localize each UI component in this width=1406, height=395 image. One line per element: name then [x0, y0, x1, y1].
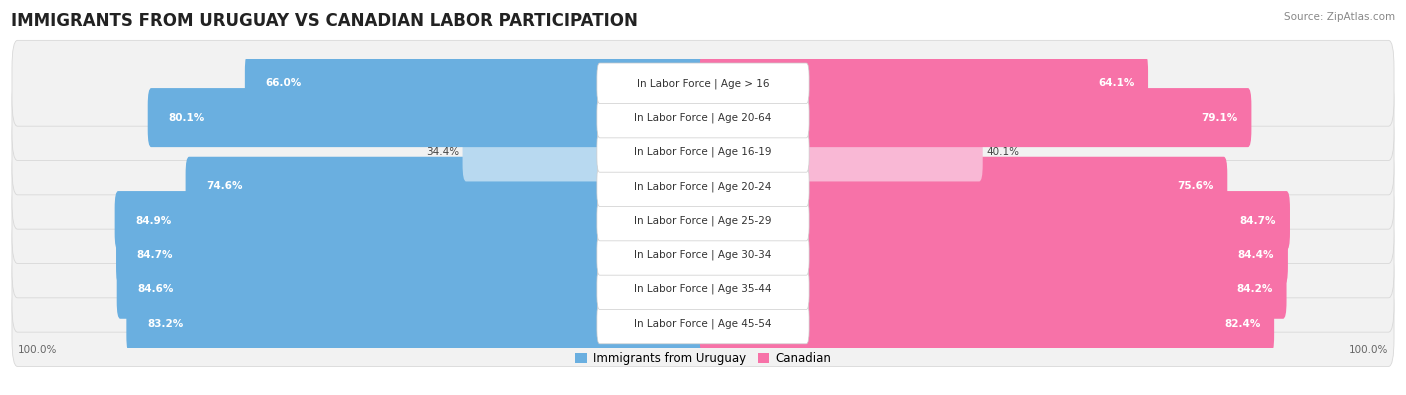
FancyBboxPatch shape [13, 40, 1393, 126]
Text: 80.1%: 80.1% [169, 113, 205, 122]
Text: In Labor Force | Age > 16: In Labor Force | Age > 16 [637, 78, 769, 88]
Text: Source: ZipAtlas.com: Source: ZipAtlas.com [1284, 12, 1395, 22]
Text: 64.1%: 64.1% [1098, 78, 1135, 88]
Text: In Labor Force | Age 30-34: In Labor Force | Age 30-34 [634, 250, 772, 260]
Text: 75.6%: 75.6% [1177, 181, 1213, 191]
Text: In Labor Force | Age 20-64: In Labor Force | Age 20-64 [634, 112, 772, 123]
FancyBboxPatch shape [700, 226, 1288, 284]
Text: In Labor Force | Age 20-24: In Labor Force | Age 20-24 [634, 181, 772, 192]
FancyBboxPatch shape [13, 281, 1393, 367]
FancyBboxPatch shape [115, 191, 706, 250]
Text: IMMIGRANTS FROM URUGUAY VS CANADIAN LABOR PARTICIPATION: IMMIGRANTS FROM URUGUAY VS CANADIAN LABO… [11, 12, 638, 30]
FancyBboxPatch shape [598, 235, 808, 275]
Text: 40.1%: 40.1% [986, 147, 1019, 157]
Text: 82.4%: 82.4% [1225, 319, 1260, 329]
FancyBboxPatch shape [598, 63, 808, 103]
FancyBboxPatch shape [245, 54, 706, 113]
Text: 79.1%: 79.1% [1201, 113, 1237, 122]
Text: 84.9%: 84.9% [135, 216, 172, 226]
Legend: Immigrants from Uruguay, Canadian: Immigrants from Uruguay, Canadian [575, 352, 831, 365]
FancyBboxPatch shape [13, 109, 1393, 195]
Text: 100.0%: 100.0% [17, 345, 56, 355]
Text: 74.6%: 74.6% [207, 181, 243, 191]
FancyBboxPatch shape [598, 269, 808, 310]
Text: In Labor Force | Age 35-44: In Labor Force | Age 35-44 [634, 284, 772, 295]
FancyBboxPatch shape [700, 88, 1251, 147]
FancyBboxPatch shape [117, 226, 706, 284]
Text: In Labor Force | Age 25-29: In Labor Force | Age 25-29 [634, 215, 772, 226]
FancyBboxPatch shape [700, 294, 1274, 353]
Text: 84.6%: 84.6% [138, 284, 174, 294]
Text: 83.2%: 83.2% [148, 319, 183, 329]
FancyBboxPatch shape [598, 166, 808, 207]
Text: 84.2%: 84.2% [1236, 284, 1272, 294]
FancyBboxPatch shape [598, 132, 808, 172]
Text: 84.7%: 84.7% [136, 250, 173, 260]
FancyBboxPatch shape [700, 54, 1149, 113]
FancyBboxPatch shape [13, 246, 1393, 332]
FancyBboxPatch shape [598, 200, 808, 241]
FancyBboxPatch shape [700, 191, 1289, 250]
FancyBboxPatch shape [127, 294, 706, 353]
Text: 100.0%: 100.0% [1350, 345, 1389, 355]
FancyBboxPatch shape [700, 122, 983, 181]
Text: In Labor Force | Age 45-54: In Labor Force | Age 45-54 [634, 318, 772, 329]
FancyBboxPatch shape [700, 260, 1286, 319]
Text: In Labor Force | Age 16-19: In Labor Force | Age 16-19 [634, 147, 772, 157]
FancyBboxPatch shape [700, 157, 1227, 216]
Text: 66.0%: 66.0% [266, 78, 302, 88]
Text: 84.7%: 84.7% [1240, 216, 1277, 226]
FancyBboxPatch shape [13, 178, 1393, 263]
FancyBboxPatch shape [463, 122, 706, 181]
FancyBboxPatch shape [117, 260, 706, 319]
FancyBboxPatch shape [598, 97, 808, 138]
FancyBboxPatch shape [186, 157, 706, 216]
FancyBboxPatch shape [13, 143, 1393, 229]
FancyBboxPatch shape [13, 75, 1393, 160]
Text: 34.4%: 34.4% [426, 147, 460, 157]
FancyBboxPatch shape [598, 303, 808, 344]
Text: 84.4%: 84.4% [1237, 250, 1274, 260]
FancyBboxPatch shape [13, 212, 1393, 298]
FancyBboxPatch shape [148, 88, 706, 147]
